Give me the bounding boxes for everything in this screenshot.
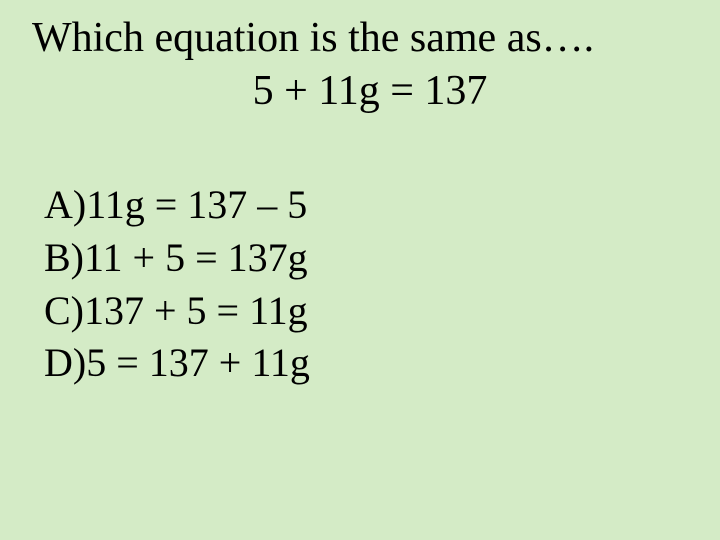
option-a: A)11g = 137 – 5 (44, 179, 688, 232)
answer-options: A)11g = 137 – 5 B)11 + 5 = 137g C)137 + … (32, 179, 688, 390)
option-c: C)137 + 5 = 11g (44, 285, 688, 338)
option-d: D)5 = 137 + 11g (44, 337, 688, 390)
option-b: B)11 + 5 = 137g (44, 232, 688, 285)
slide: Which equation is the same as…. 5 + 11g … (0, 0, 720, 540)
question-heading: Which equation is the same as…. 5 + 11g … (32, 12, 688, 117)
heading-line-1: Which equation is the same as…. (32, 12, 688, 65)
heading-line-2: 5 + 11g = 137 (32, 65, 688, 118)
